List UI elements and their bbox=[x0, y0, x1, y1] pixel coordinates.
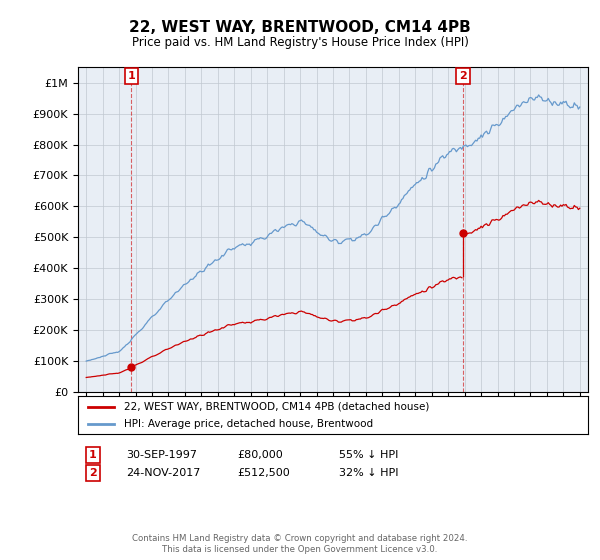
Text: 22, WEST WAY, BRENTWOOD, CM14 4PB (detached house): 22, WEST WAY, BRENTWOOD, CM14 4PB (detac… bbox=[124, 402, 429, 412]
Text: 1: 1 bbox=[89, 450, 97, 460]
Text: Price paid vs. HM Land Registry's House Price Index (HPI): Price paid vs. HM Land Registry's House … bbox=[131, 36, 469, 49]
Text: 32% ↓ HPI: 32% ↓ HPI bbox=[339, 468, 398, 478]
Text: 2: 2 bbox=[459, 71, 467, 81]
Text: £512,500: £512,500 bbox=[237, 468, 290, 478]
Text: £80,000: £80,000 bbox=[237, 450, 283, 460]
Text: 55% ↓ HPI: 55% ↓ HPI bbox=[339, 450, 398, 460]
Text: HPI: Average price, detached house, Brentwood: HPI: Average price, detached house, Bren… bbox=[124, 419, 373, 430]
Text: 1: 1 bbox=[128, 71, 136, 81]
Text: 24-NOV-2017: 24-NOV-2017 bbox=[126, 468, 200, 478]
Text: Contains HM Land Registry data © Crown copyright and database right 2024.
This d: Contains HM Land Registry data © Crown c… bbox=[132, 534, 468, 554]
Text: 30-SEP-1997: 30-SEP-1997 bbox=[126, 450, 197, 460]
Text: 2: 2 bbox=[89, 468, 97, 478]
Text: 22, WEST WAY, BRENTWOOD, CM14 4PB: 22, WEST WAY, BRENTWOOD, CM14 4PB bbox=[129, 20, 471, 35]
